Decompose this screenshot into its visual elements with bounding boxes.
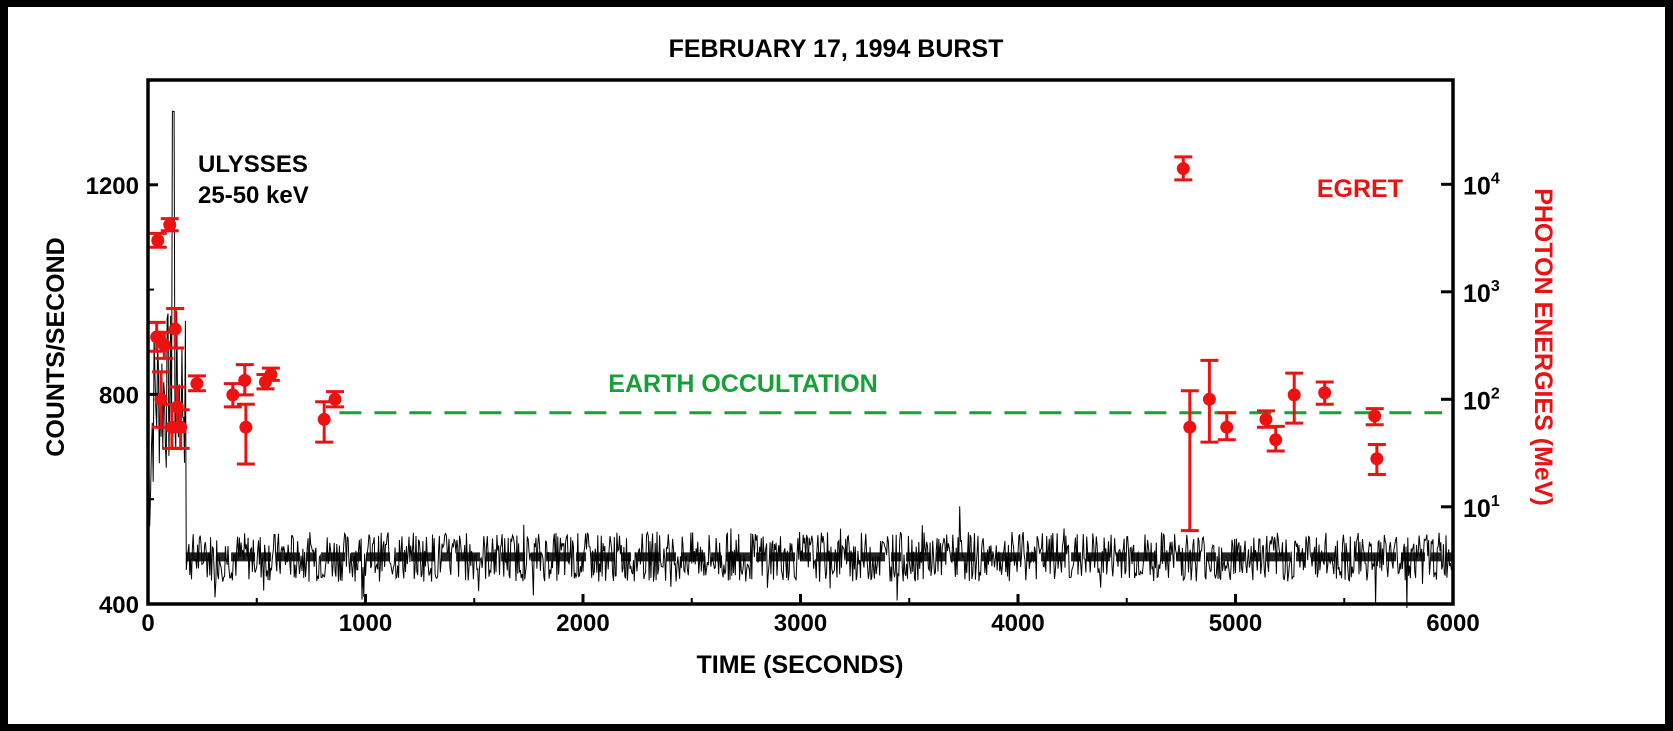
y2-tick-exponent: 3 — [1491, 278, 1500, 295]
egret-point — [1220, 420, 1234, 434]
y2-tick-exponent: 4 — [1491, 170, 1500, 187]
y-tick-label: 400 — [99, 592, 139, 619]
chart-title: FEBRUARY 17, 1994 BURST — [669, 35, 1004, 63]
egret-point — [238, 373, 252, 387]
x-tick-label: 6000 — [1426, 610, 1479, 637]
egret-series — [147, 155, 1386, 533]
ulysses-energy-label: 25-50 keV — [198, 182, 309, 209]
x-tick-label: 4000 — [991, 610, 1044, 637]
y-axis-label: COUNTS/SECOND — [42, 237, 70, 456]
chart: FEBRUARY 17, 1994 BURST ULYSSES 25-50 ke… — [42, 35, 1557, 679]
x-tick-label: 5000 — [1209, 610, 1262, 637]
egret-point — [328, 392, 342, 406]
y2-tick-exponent: 1 — [1491, 493, 1500, 510]
egret-point — [1202, 392, 1216, 406]
x-axis: 0 1000 2000 3000 4000 5000 6000 — [141, 594, 1480, 637]
y2-tick-label: 103 — [1463, 278, 1500, 308]
y-tick-label: 800 — [99, 382, 139, 409]
egret-label: EGRET — [1317, 175, 1403, 203]
y2-tick-exponent: 2 — [1491, 385, 1500, 402]
egret-point — [317, 412, 331, 426]
plot-frame — [146, 78, 1455, 606]
x-tick-label: 3000 — [774, 610, 827, 637]
egret-point — [1259, 412, 1273, 426]
ulysses-light-curve — [147, 110, 1454, 609]
egret-point — [264, 368, 278, 382]
egret-point — [1287, 388, 1301, 402]
x-tick-label: 1000 — [339, 610, 392, 637]
egret-point — [157, 338, 171, 352]
y2-tick-label: 102 — [1463, 385, 1500, 415]
egret-point — [1183, 420, 1197, 434]
y2-axis-label: PHOTON ENERGIES (MeV) — [1529, 188, 1557, 506]
x-tick-label: 2000 — [556, 610, 609, 637]
ulysses-label: ULYSSES — [198, 151, 308, 178]
egret-point — [174, 420, 188, 434]
y-tick-label: 1200 — [86, 173, 139, 200]
egret-point — [1368, 409, 1382, 423]
ulysses-series — [147, 110, 1454, 609]
egret-point — [1318, 386, 1332, 400]
egret-point — [168, 322, 182, 336]
occultation-label: EARTH OCCULTATION — [608, 370, 877, 398]
y-axis-left: 400 800 1200 — [86, 173, 158, 619]
egret-point — [163, 218, 177, 232]
egret-point — [1269, 433, 1283, 447]
egret-point — [239, 420, 253, 434]
y2-tick-label: 104 — [1463, 170, 1500, 200]
egret-point — [154, 392, 168, 406]
y2-tick-label: 101 — [1463, 493, 1500, 523]
x-axis-label: TIME (SECONDS) — [697, 651, 904, 679]
egret-point — [151, 234, 165, 248]
egret-point — [226, 388, 240, 402]
egret-point — [190, 377, 204, 391]
egret-point — [1370, 452, 1384, 466]
y-axis-right: 101 102 103 104 — [1441, 170, 1500, 523]
x-tick-label: 0 — [141, 610, 154, 637]
egret-point — [1176, 162, 1190, 176]
figure-frame: FEBRUARY 17, 1994 BURST ULYSSES 25-50 ke… — [8, 7, 1665, 724]
